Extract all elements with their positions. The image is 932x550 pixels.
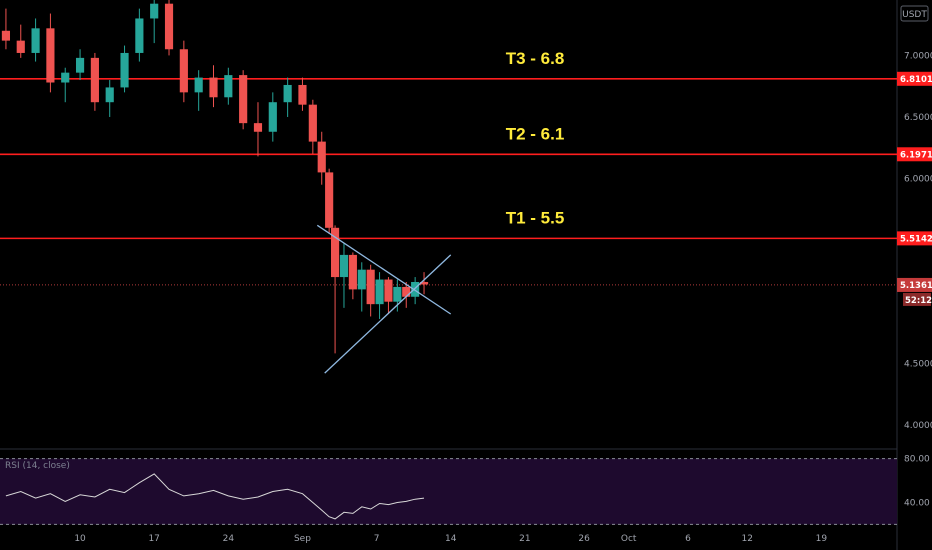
candle-down[interactable] [46, 28, 55, 83]
candle-down[interactable] [209, 77, 218, 98]
candle-up[interactable] [194, 77, 203, 93]
price-tick-label: 4.5000 [904, 359, 932, 369]
candle-up[interactable] [411, 281, 420, 297]
target-labels: T3 - 6.8 T2 - 6.1 T1 - 5.5 [506, 49, 565, 228]
candle-up[interactable] [393, 286, 402, 302]
candle-up[interactable] [339, 254, 349, 278]
level-price-label: 5.5142 [900, 234, 932, 244]
level-price-badge[interactable] [897, 147, 932, 162]
rsi-tick-label: 80.00 [904, 455, 930, 465]
time-tick-label: 7 [374, 534, 380, 544]
candle-up[interactable] [75, 57, 85, 73]
countdown-label: 52:12 [905, 296, 932, 306]
candle-down[interactable] [253, 123, 263, 132]
candle-down[interactable] [239, 75, 248, 124]
time-tick-label: 6 [685, 534, 691, 544]
candle-down[interactable] [419, 281, 429, 285]
candle-down[interactable] [308, 104, 317, 142]
candle-down[interactable] [384, 279, 393, 302]
candle-up[interactable] [120, 52, 129, 88]
candle-down[interactable] [366, 269, 375, 305]
time-axis[interactable]: 10 17 24 Sep 7 14 21 26 Oct 6 12 19 [74, 534, 827, 544]
time-tick-label: 10 [74, 534, 86, 544]
time-tick-label: 24 [223, 534, 235, 544]
target-label-2: T2 - 6.1 [506, 124, 565, 143]
price-tick-label: 6.0000 [904, 175, 932, 185]
candle-up[interactable] [283, 84, 292, 103]
time-tick-label: Oct [621, 534, 637, 544]
pattern-lines[interactable] [316, 224, 452, 374]
candle-up[interactable] [224, 75, 233, 98]
price-tick-label: 7.0000 [904, 51, 932, 61]
candle-down[interactable] [348, 254, 357, 290]
rsi-pane[interactable]: RSI (14, close) [0, 458, 897, 525]
candle-up[interactable] [105, 87, 114, 103]
level-price-label: 6.8101 [900, 75, 932, 85]
candle-down[interactable] [90, 57, 99, 103]
rsi-tick-label: 40.00 [904, 498, 930, 508]
candle-up[interactable] [268, 102, 277, 132]
time-tick-label: 26 [578, 534, 590, 544]
level-price-badge[interactable] [897, 231, 932, 246]
rsi-line[interactable] [5, 473, 425, 520]
time-tick-label: 14 [445, 534, 457, 544]
current-price-badge[interactable] [897, 277, 932, 292]
price-tick-label: 4.0000 [904, 421, 932, 431]
candle-down[interactable] [331, 227, 340, 278]
time-tick-label: 21 [519, 534, 530, 544]
candles[interactable] [1, 0, 429, 354]
candle-down[interactable] [317, 141, 326, 173]
price-tick-label: 6.5000 [904, 113, 932, 123]
candle-down[interactable] [298, 84, 307, 105]
candle-up[interactable] [61, 72, 70, 83]
level-price-label: 6.1971 [900, 150, 932, 160]
candle-up[interactable] [357, 269, 366, 290]
level-price-badge[interactable] [897, 71, 932, 86]
time-tick-label: Sep [294, 534, 311, 544]
candle-down[interactable] [164, 3, 174, 50]
target-label-3: T1 - 5.5 [506, 208, 565, 227]
candle-up[interactable] [150, 3, 159, 19]
current-price-label: 5.1361 [900, 281, 932, 291]
rsi-band [0, 458, 897, 525]
candle-down[interactable] [325, 172, 334, 228]
candle-down[interactable] [1, 30, 11, 41]
countdown-badge [903, 292, 931, 306]
rsi-title: RSI (14, close) [5, 461, 70, 471]
currency-badge[interactable] [900, 5, 929, 22]
candle-down[interactable] [402, 286, 411, 297]
triangle-trendline[interactable] [316, 224, 452, 315]
triangle-trendline[interactable] [324, 254, 452, 374]
candle-up[interactable] [375, 279, 384, 305]
candle-down[interactable] [179, 49, 188, 93]
time-tick-label: 17 [148, 534, 159, 544]
currency-badge-label: USDT [902, 10, 927, 20]
candle-down[interactable] [16, 40, 25, 53]
time-tick-label: 19 [816, 534, 828, 544]
level-lines[interactable] [0, 77, 897, 286]
time-tick-label: 12 [742, 534, 753, 544]
candle-up[interactable] [135, 18, 144, 53]
price-axis[interactable]: USDT 7.0000 6.5000 6.0000 4.5000 4.0000 6.810… [897, 5, 932, 508]
candle-up[interactable] [31, 28, 40, 53]
target-label-1: T3 - 6.8 [506, 49, 565, 68]
